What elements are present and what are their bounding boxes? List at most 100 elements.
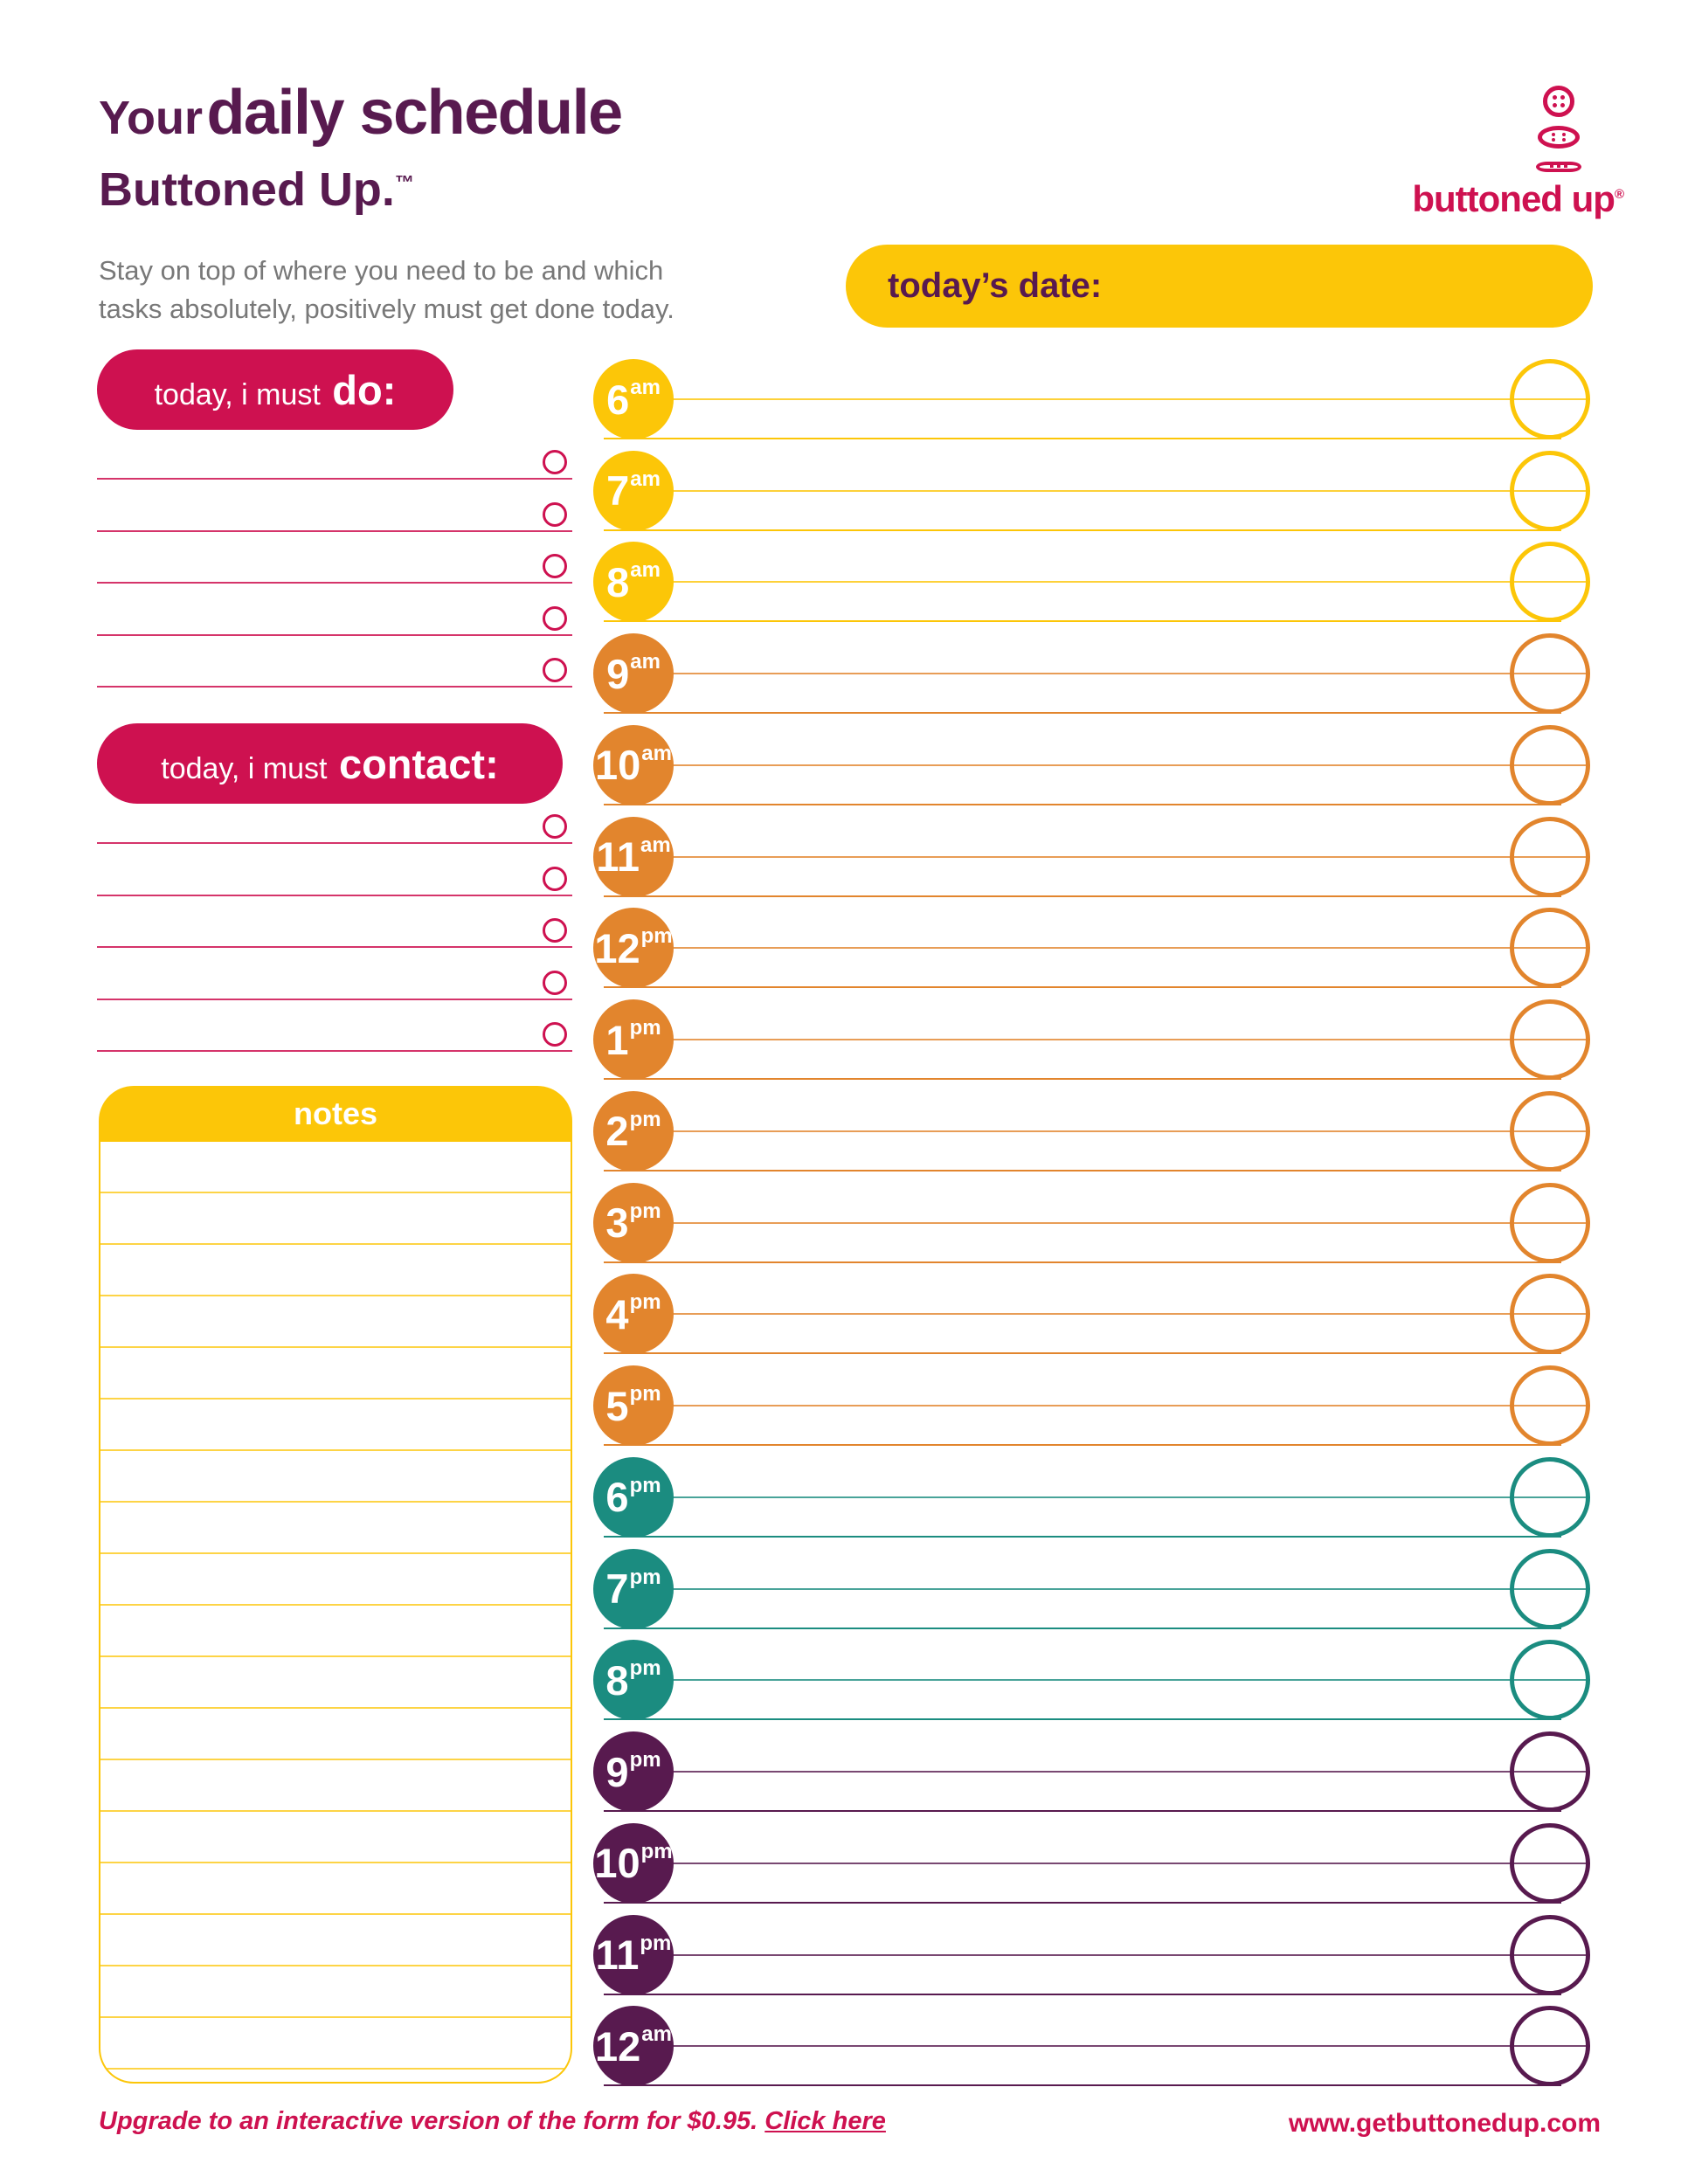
schedule-entry-line[interactable] bbox=[672, 581, 1590, 584]
note-line[interactable] bbox=[100, 1606, 571, 1657]
schedule-entry-line[interactable] bbox=[672, 947, 1590, 950]
schedule-check-circle[interactable] bbox=[1510, 1914, 1590, 1995]
note-line[interactable] bbox=[100, 1863, 571, 1915]
schedule-check-circle[interactable] bbox=[1510, 1731, 1590, 1813]
schedule-check-circle[interactable] bbox=[1510, 816, 1590, 897]
task-line[interactable] bbox=[97, 844, 572, 896]
note-line[interactable] bbox=[100, 1657, 571, 1709]
note-line[interactable] bbox=[100, 1400, 571, 1451]
schedule-check-circle[interactable] bbox=[1510, 1640, 1590, 1721]
check-circle[interactable] bbox=[543, 605, 567, 631]
time-hour: 12 bbox=[594, 924, 640, 971]
task-line[interactable] bbox=[97, 1000, 572, 1052]
note-line[interactable] bbox=[100, 2018, 571, 2070]
note-line[interactable] bbox=[100, 1915, 571, 1966]
note-line[interactable] bbox=[100, 1760, 571, 1812]
note-line[interactable] bbox=[100, 1142, 571, 1193]
schedule-row-8am: 8 am bbox=[593, 536, 1596, 628]
task-line[interactable] bbox=[97, 428, 572, 480]
schedule-entry-line[interactable] bbox=[672, 1587, 1590, 1590]
schedule-entry-line[interactable] bbox=[672, 1679, 1590, 1682]
schedule-check-circle[interactable] bbox=[1510, 1365, 1590, 1447]
notes-writing-area[interactable] bbox=[99, 1142, 572, 2084]
upgrade-text: Upgrade to an interactive version of the… bbox=[99, 2107, 758, 2135]
todays-date-input[interactable] bbox=[1102, 260, 1558, 313]
schedule-row-5pm: 5 pm bbox=[593, 1360, 1596, 1452]
note-line[interactable] bbox=[100, 1348, 571, 1400]
time-meridiem: pm bbox=[640, 1839, 673, 1863]
check-circle[interactable] bbox=[543, 554, 567, 579]
schedule-check-circle[interactable] bbox=[1510, 633, 1590, 715]
note-line[interactable] bbox=[100, 1503, 571, 1554]
page-title-prefix: Your bbox=[99, 92, 203, 144]
schedule-check-circle[interactable] bbox=[1510, 1548, 1590, 1629]
trademark-symbol: ™ bbox=[394, 171, 414, 193]
schedule-check-circle[interactable] bbox=[1510, 1456, 1590, 1538]
check-circle[interactable] bbox=[543, 501, 567, 527]
website-url[interactable]: www.getbuttonedup.com bbox=[1288, 2109, 1601, 2138]
schedule-check-circle[interactable] bbox=[1510, 724, 1590, 805]
upgrade-link[interactable]: Click here bbox=[764, 2107, 886, 2135]
note-line[interactable] bbox=[100, 1966, 571, 2018]
schedule-entry-line[interactable] bbox=[672, 1771, 1590, 1773]
schedule-entry-line[interactable] bbox=[672, 2045, 1590, 2048]
note-line[interactable] bbox=[100, 1193, 571, 1245]
check-circle[interactable] bbox=[543, 814, 567, 840]
schedule-entry-line[interactable] bbox=[672, 398, 1590, 400]
schedule-row-divider bbox=[604, 1810, 1561, 1813]
schedule-entry-line[interactable] bbox=[672, 855, 1590, 858]
check-circle[interactable] bbox=[543, 657, 567, 682]
time-badge-9am: 9 am bbox=[593, 633, 674, 715]
schedule-check-circle[interactable] bbox=[1510, 1822, 1590, 1904]
schedule-entry-line[interactable] bbox=[672, 1496, 1590, 1498]
schedule-entry-line[interactable] bbox=[672, 489, 1590, 492]
note-line[interactable] bbox=[100, 1296, 571, 1348]
schedule-entry-line[interactable] bbox=[672, 1130, 1590, 1132]
schedule-row-divider bbox=[604, 438, 1561, 439]
time-meridiem: am bbox=[630, 558, 661, 583]
time-hour: 5 bbox=[605, 1382, 629, 1429]
check-circle[interactable] bbox=[543, 918, 567, 943]
schedule-check-circle[interactable] bbox=[1510, 542, 1590, 623]
task-line[interactable] bbox=[97, 584, 572, 636]
schedule-entry-line[interactable] bbox=[672, 764, 1590, 766]
note-line[interactable] bbox=[100, 1709, 571, 1760]
time-meridiem: pm bbox=[640, 1931, 672, 1955]
schedule-check-circle[interactable] bbox=[1510, 450, 1590, 531]
check-circle[interactable] bbox=[543, 450, 567, 475]
schedule-row-9am: 9 am bbox=[593, 628, 1596, 720]
task-line[interactable] bbox=[97, 948, 572, 1000]
note-line[interactable] bbox=[100, 1451, 571, 1503]
todo-section-title: today, i must do: bbox=[155, 366, 397, 414]
schedule-row-11pm: 11 pm bbox=[593, 1910, 1596, 2001]
schedule-entry-line[interactable] bbox=[672, 1862, 1590, 1864]
schedule-entry-line[interactable] bbox=[672, 1313, 1590, 1316]
note-line[interactable] bbox=[100, 1554, 571, 1606]
schedule-entry-line[interactable] bbox=[672, 1221, 1590, 1224]
schedule-entry-line[interactable] bbox=[672, 1405, 1590, 1407]
schedule-check-circle[interactable] bbox=[1510, 1274, 1590, 1355]
note-line[interactable] bbox=[100, 1812, 571, 1863]
schedule-row-divider bbox=[604, 712, 1561, 715]
schedule-row-divider bbox=[604, 1718, 1561, 1721]
task-line[interactable] bbox=[97, 636, 572, 688]
task-line[interactable] bbox=[97, 480, 572, 532]
note-line[interactable] bbox=[100, 1245, 571, 1296]
schedule-row-divider bbox=[604, 529, 1561, 531]
task-line[interactable] bbox=[97, 792, 572, 845]
time-hour: 4 bbox=[605, 1290, 629, 1337]
schedule-check-circle[interactable] bbox=[1510, 1090, 1590, 1171]
schedule-check-circle[interactable] bbox=[1510, 908, 1590, 989]
task-line[interactable] bbox=[97, 896, 572, 949]
schedule-entry-line[interactable] bbox=[672, 1039, 1590, 1041]
schedule-check-circle[interactable] bbox=[1510, 999, 1590, 1081]
schedule-check-circle[interactable] bbox=[1510, 1182, 1590, 1263]
schedule-check-circle[interactable] bbox=[1510, 2006, 1590, 2087]
check-circle[interactable] bbox=[543, 970, 567, 995]
schedule-entry-line[interactable] bbox=[672, 673, 1590, 675]
schedule-check-circle[interactable] bbox=[1510, 359, 1590, 439]
check-circle[interactable] bbox=[543, 866, 567, 891]
task-line[interactable] bbox=[97, 532, 572, 584]
schedule-entry-line[interactable] bbox=[672, 1953, 1590, 1956]
check-circle[interactable] bbox=[543, 1021, 567, 1047]
